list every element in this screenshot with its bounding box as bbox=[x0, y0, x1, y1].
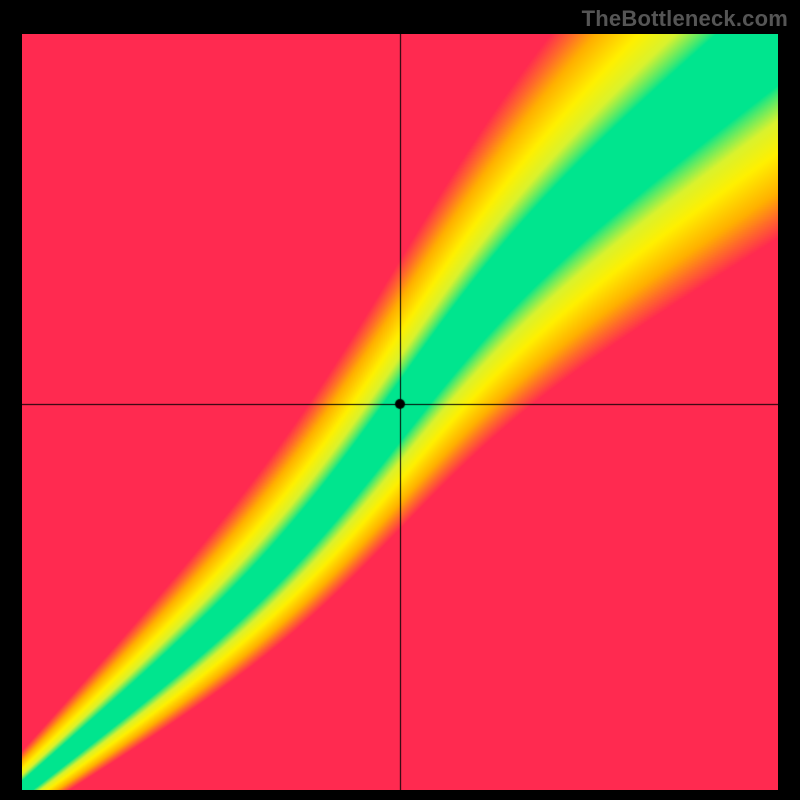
chart-container: TheBottleneck.com bbox=[0, 0, 800, 800]
bottleneck-heatmap-canvas bbox=[22, 34, 778, 790]
watermark-text: TheBottleneck.com bbox=[582, 6, 788, 32]
